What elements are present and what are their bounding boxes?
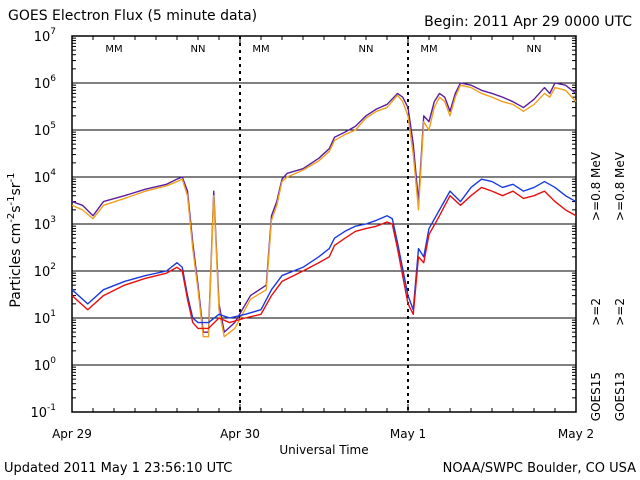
x-axis-label: Universal Time bbox=[279, 443, 368, 457]
satellite-marker: MM bbox=[420, 44, 437, 55]
legend-label: >=0.8 MeV bbox=[613, 151, 627, 221]
legend-label: >=2 bbox=[589, 298, 603, 326]
y-tick-label: 104 bbox=[34, 168, 57, 186]
y-tick-label: 107 bbox=[34, 27, 56, 45]
y-tick-label: 102 bbox=[34, 262, 56, 280]
y-tick-label: 105 bbox=[34, 121, 56, 139]
satellite-marker: MM bbox=[105, 44, 122, 55]
legend-label: >=0.8 MeV bbox=[589, 151, 603, 221]
y-tick-label: 100 bbox=[34, 356, 57, 374]
series-line bbox=[71, 84, 577, 338]
right-legend: >=0.8 MeV >=0.8 MeV >=2 >=2 GOES15 GOES13 bbox=[589, 151, 627, 421]
legend-label: >=2 bbox=[613, 298, 627, 326]
series-line bbox=[71, 186, 577, 330]
satellite-markers: MM NN MM NN MM NN bbox=[105, 44, 541, 55]
y-tick-label: 10-1 bbox=[30, 403, 56, 421]
begin-time: Begin: 2011 Apr 29 0000 UTC bbox=[424, 14, 632, 30]
satellite-marker: NN bbox=[191, 44, 206, 55]
y-axis: 10-1 100 101 102 103 104 105 106 107 bbox=[30, 27, 576, 421]
y-tick-label: 106 bbox=[34, 74, 57, 92]
y-tick-label: 101 bbox=[34, 309, 56, 327]
series-lines bbox=[71, 82, 577, 338]
y-tick-label: 103 bbox=[34, 215, 56, 233]
legend-label: GOES13 bbox=[613, 372, 627, 421]
credit: NOAA/SWPC Boulder, CO USA bbox=[442, 461, 636, 476]
satellite-marker: NN bbox=[527, 44, 542, 55]
chart-title: GOES Electron Flux (5 minute data) bbox=[8, 8, 258, 24]
y-axis-label: Particles cm-2s-1sr-1 bbox=[6, 172, 24, 307]
x-tick-label: Apr 29 bbox=[52, 427, 92, 441]
legend-label: GOES15 bbox=[589, 372, 603, 421]
satellite-marker: NN bbox=[359, 44, 374, 55]
updated-timestamp: Updated 2011 May 1 23:56:10 UTC bbox=[4, 461, 233, 476]
satellite-marker: MM bbox=[252, 44, 269, 55]
x-axis: Apr 29 Apr 30 May 1 May 2 bbox=[52, 36, 594, 441]
x-tick-label: May 1 bbox=[390, 427, 426, 441]
x-tick-label: May 2 bbox=[558, 427, 594, 441]
x-tick-label: Apr 30 bbox=[220, 427, 260, 441]
